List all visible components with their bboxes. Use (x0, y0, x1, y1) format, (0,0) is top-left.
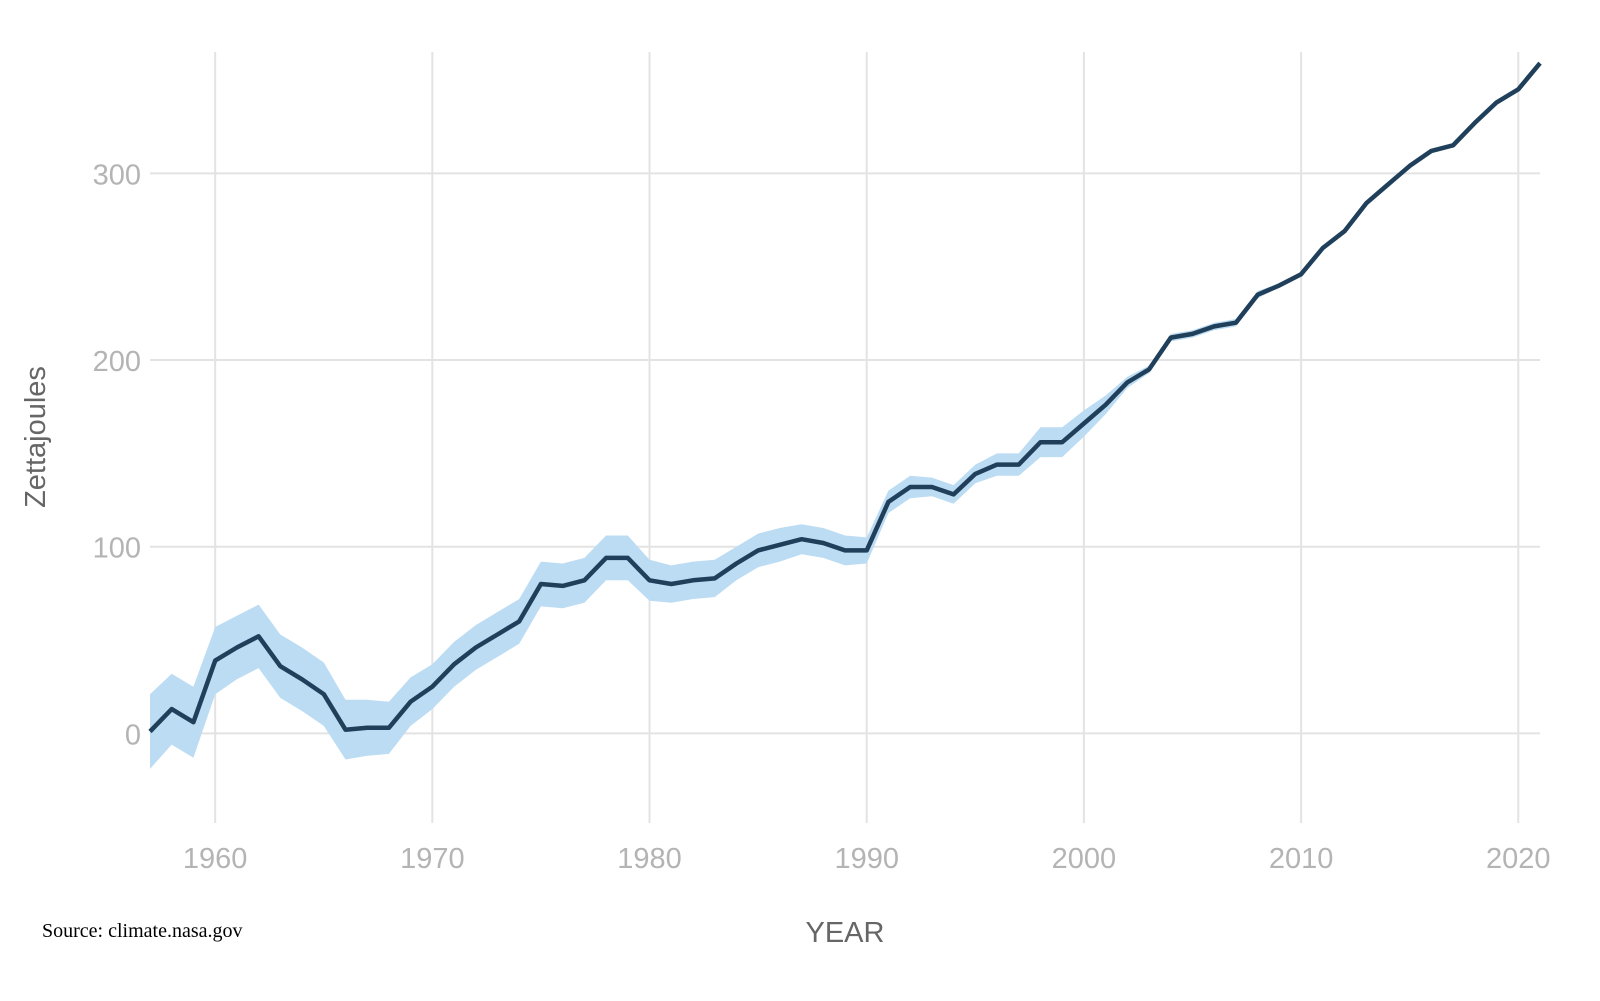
y-tick-label: 100 (93, 533, 141, 565)
x-tick-label: 1960 (183, 843, 248, 875)
y-tick-label: 0 (125, 719, 141, 751)
source-note: Source: climate.nasa.gov (42, 920, 243, 942)
y-tick-label: 200 (93, 346, 141, 378)
grid (150, 52, 1540, 823)
y-tick-label: 300 (93, 159, 141, 191)
x-tick-label: 1990 (834, 843, 899, 875)
x-tick-label: 2000 (1052, 843, 1117, 875)
x-tick-label: 1970 (400, 843, 465, 875)
uncertainty-band (150, 61, 1540, 769)
data-points (149, 63, 1541, 732)
y-tick-labels: 0 100 200 300 (93, 159, 141, 751)
x-tick-label: 1980 (617, 843, 682, 875)
x-tick-labels: 1960 1970 1980 1990 2000 2010 2020 (183, 843, 1551, 875)
y-axis-label: Zettajoules (20, 366, 52, 508)
x-axis-label: YEAR (806, 917, 885, 949)
x-tick-label: 2010 (1269, 843, 1334, 875)
series-line (148, 61, 1542, 734)
x-tick-label: 2020 (1486, 843, 1551, 875)
